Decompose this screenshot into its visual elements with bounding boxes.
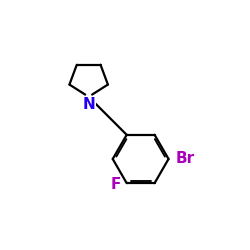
Text: Br: Br [175, 150, 195, 166]
Text: N: N [82, 97, 95, 112]
Text: F: F [110, 176, 121, 192]
